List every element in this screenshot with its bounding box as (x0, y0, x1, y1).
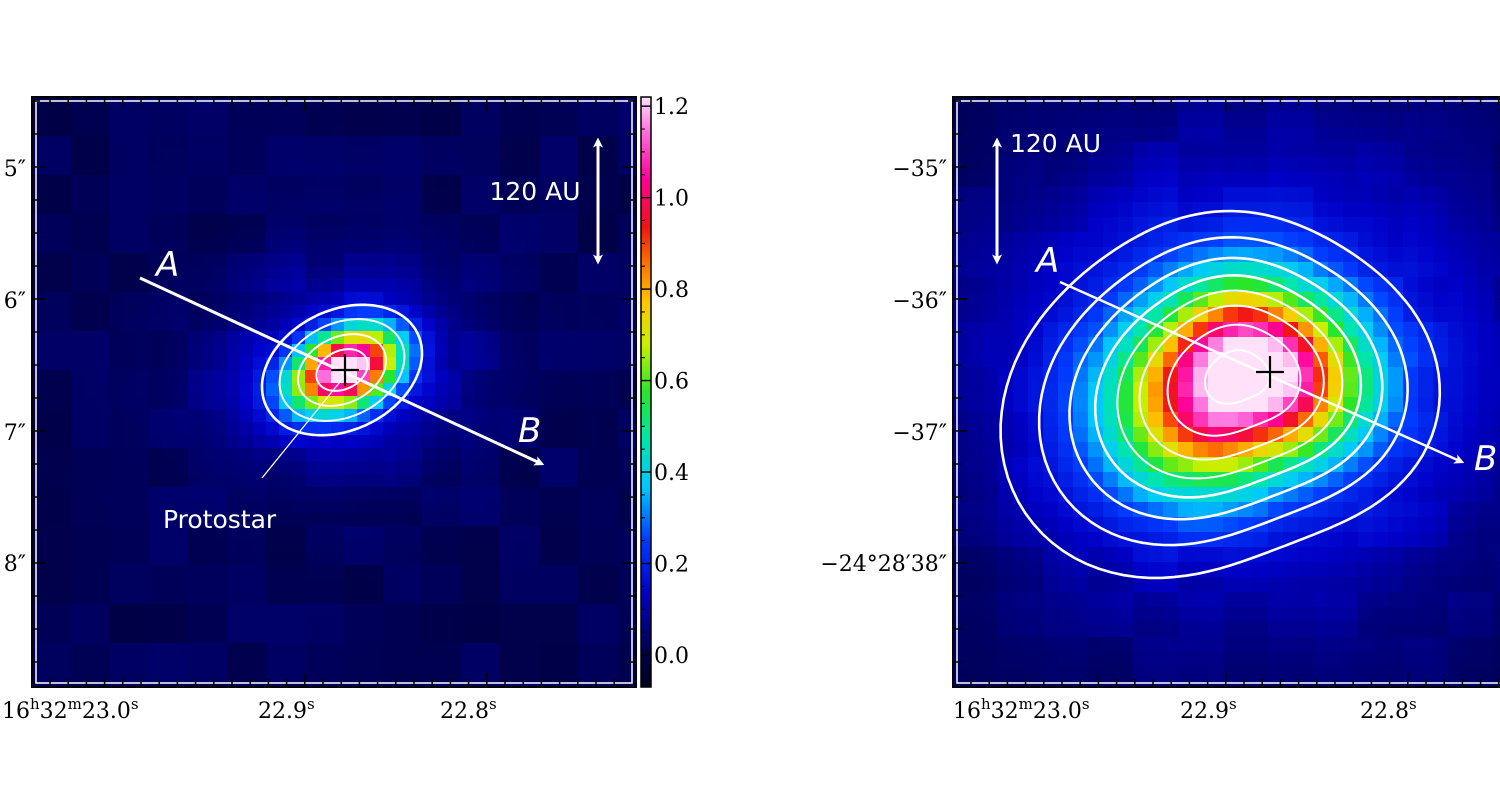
left-y-tick-label: 8″ (4, 552, 26, 577)
left-y-tick-label: 7″ (4, 421, 26, 446)
right-y-tick-label: −37″ (892, 421, 947, 446)
left-x-tick-label: 16h32m23.0s (2, 695, 139, 724)
colorbar-tick-label: 0.6 (654, 370, 689, 395)
colorbar-tick-label: 0.8 (654, 278, 689, 303)
right-label-b: B (1474, 439, 1497, 479)
right-protostar-cross-icon (1256, 356, 1284, 388)
left-label-a: A (154, 245, 179, 285)
left-overlays: A B Protostar 120 AU (139, 137, 603, 534)
colorbar-ticks (641, 105, 651, 656)
right-y-tick-label: −36″ (892, 289, 947, 314)
right-contour (1138, 304, 1325, 461)
right-overlays: A B 120 AU (992, 129, 1497, 479)
right-heatmap (953, 97, 1500, 687)
colorbar-tick-label: 0.0 (654, 644, 689, 669)
right-contour (1037, 235, 1409, 547)
left-contours (260, 303, 424, 437)
right-contour (1116, 289, 1344, 480)
right-x-tick-labels: 16h32m23.0s 22.9s 22.8s (953, 695, 1417, 724)
left-axes-frame (31, 96, 637, 688)
right-x-tick-label: 16h32m23.0s (953, 695, 1090, 724)
left-contour (278, 318, 406, 422)
right-x-tick-label: 22.8s (1360, 695, 1417, 724)
protostar-pointer (261, 371, 349, 479)
left-contour (315, 348, 369, 392)
right-scale-label: 120 AU (1010, 129, 1101, 158)
right-contour (1093, 274, 1363, 499)
left-scale-label: 120 AU (489, 177, 580, 206)
left-panel: A B Protostar 120 AU 16h32m23.0s 22.9s 2… (2, 95, 689, 724)
right-contour (1166, 323, 1302, 437)
right-panel: A B 120 AU 16h32m23.0s 22.9s 22.8s −35″ … (820, 96, 1500, 724)
right-y-tick-labels: −35″ −36″ −37″ −24°28′38″ (820, 157, 947, 577)
right-y-tick-label: −24°28′38″ (820, 552, 947, 577)
left-x-tick-labels: 16h32m23.0s 22.9s 22.8s (2, 695, 497, 724)
right-contour (1068, 256, 1384, 521)
colorbar-tick-label: 0.2 (654, 553, 689, 578)
left-contour (297, 333, 387, 407)
left-y-tick-labels: 5″ 6″ 7″ 8″ (4, 157, 26, 577)
right-y-tick-label: −35″ (892, 157, 947, 182)
colorbar-tick-labels: 0.0 0.2 0.4 0.6 0.8 1.0 1.2 (654, 95, 689, 669)
left-protostar-cross-icon (331, 354, 359, 386)
protostar-label: Protostar (163, 505, 277, 534)
right-axes-frame (952, 96, 1500, 688)
left-x-tick-label: 22.9s (258, 695, 315, 724)
right-contour (999, 209, 1442, 580)
left-y-tick-label: 6″ (4, 289, 26, 314)
right-label-a: A (1034, 241, 1059, 281)
colorbar-tick-label: 1.0 (654, 187, 689, 212)
left-contour (260, 303, 424, 437)
left-x-tick-label: 22.8s (440, 695, 497, 724)
left-label-b: B (518, 411, 541, 451)
right-contours (999, 209, 1442, 580)
colorbar: 0.0 0.2 0.4 0.6 0.8 1.0 1.2 (640, 95, 689, 688)
right-x-tick-label: 22.9s (1180, 695, 1237, 724)
left-y-tick-label: 5″ (4, 157, 26, 182)
right-contour (1204, 349, 1271, 405)
colorbar-tick-label: 0.4 (654, 461, 689, 486)
colorbar-gradient (640, 96, 652, 688)
colorbar-tick-label: 1.2 (654, 95, 689, 120)
